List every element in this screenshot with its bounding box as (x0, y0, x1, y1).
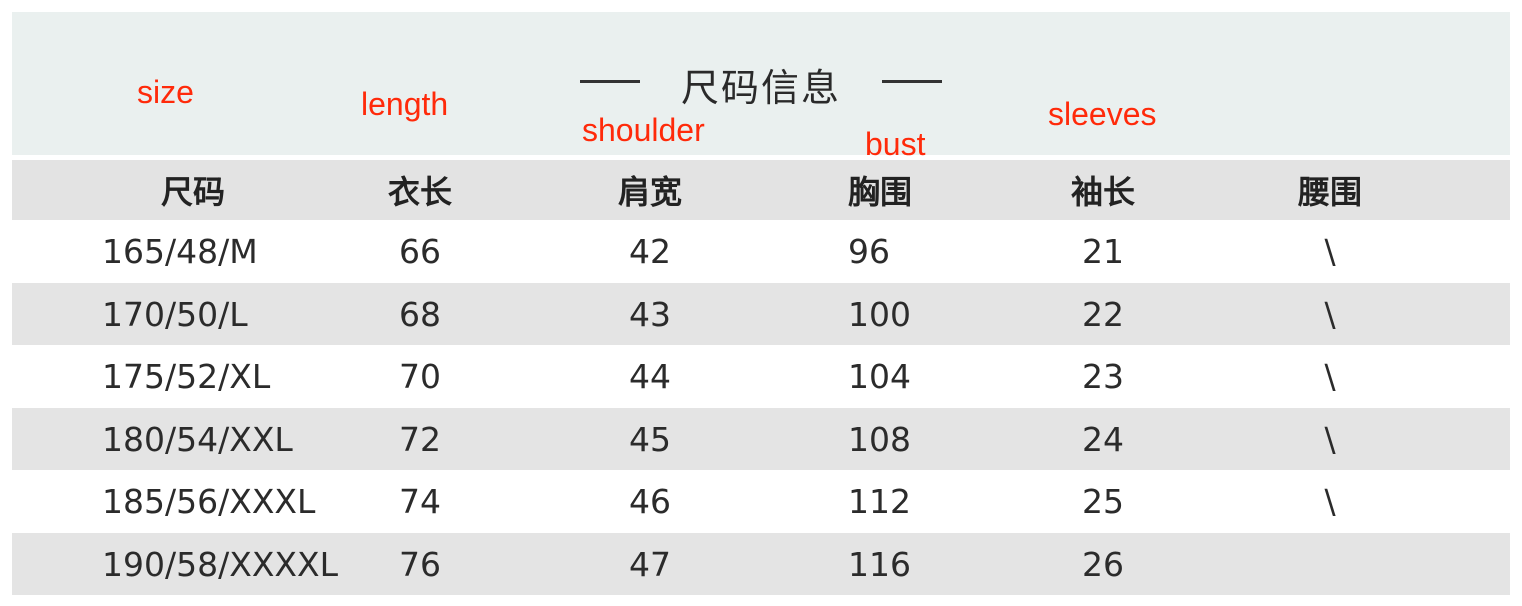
header-bust: 胸围 (847, 173, 912, 211)
cell-waist: \ (1324, 231, 1336, 271)
cell-shoulder: 46 (629, 481, 671, 521)
cell-waist (1230, 533, 1430, 595)
cell-bust: 104 (848, 356, 911, 396)
cell-waist: \ (1324, 294, 1336, 334)
cell-size: 180/54/XXL (102, 419, 293, 459)
table-row: 170/50/L 68 43 100 22 \ (12, 283, 1510, 345)
table-row: 180/54/XXL 72 45 108 24 \ (12, 408, 1510, 470)
cell-length: 76 (399, 544, 441, 584)
cell-sleeves: 24 (1082, 419, 1124, 459)
annotation-length: length (361, 86, 449, 122)
cell-size: 170/50/L (102, 294, 248, 334)
cell-length: 74 (399, 481, 441, 521)
cell-waist: \ (1324, 481, 1336, 521)
cell-size: 185/56/XXXL (102, 481, 316, 521)
cell-sleeves: 21 (1082, 231, 1124, 271)
cell-bust: 116 (848, 544, 911, 584)
cell-size: 175/52/XL (102, 356, 271, 396)
cell-length: 68 (399, 294, 441, 334)
cell-bust: 108 (848, 419, 911, 459)
cell-sleeves: 25 (1082, 481, 1124, 521)
cell-shoulder: 43 (629, 294, 671, 334)
table-row: 185/56/XXXL 74 46 112 25 \ (12, 470, 1510, 532)
cell-length: 66 (399, 231, 441, 271)
cell-bust: 112 (848, 481, 911, 521)
header-length: 衣长 (387, 173, 452, 211)
cell-length: 72 (399, 419, 441, 459)
cell-waist: \ (1324, 356, 1336, 396)
table-row: 175/52/XL 70 44 104 23 \ (12, 345, 1510, 407)
cell-size: 165/48/M (102, 231, 258, 271)
header-row: 尺码 衣长 肩宽 胸围 袖长 腰围 (12, 160, 1510, 220)
cell-sleeves: 26 (1082, 544, 1124, 584)
annotation-shoulder: shoulder (582, 112, 705, 148)
annotation-size: size (137, 74, 194, 110)
cell-shoulder: 47 (629, 544, 671, 584)
annotation-sleeves: sleeves (1048, 96, 1157, 132)
table-row: 190/58/XXXXL 76 47 116 26 (12, 533, 1510, 595)
cell-shoulder: 44 (629, 356, 671, 396)
cell-shoulder: 42 (629, 231, 671, 271)
title-banner (12, 12, 1510, 155)
cell-shoulder: 45 (629, 419, 671, 459)
cell-bust: 100 (848, 294, 911, 334)
header-waist: 腰围 (1297, 173, 1362, 211)
cell-bust: 96 (848, 231, 890, 271)
cell-sleeves: 23 (1082, 356, 1124, 396)
cell-waist: \ (1324, 419, 1336, 459)
header-size: 尺码 (160, 173, 225, 211)
annotation-bust: bust (865, 126, 926, 162)
title-dash-left (580, 80, 640, 83)
cell-sleeves: 22 (1082, 294, 1124, 334)
table-row: 165/48/M 66 42 96 21 \ (12, 220, 1510, 282)
header-shoulder: 肩宽 (617, 173, 682, 211)
cell-size: 190/58/XXXXL (102, 544, 339, 584)
title-dash-right (882, 80, 942, 83)
header-sleeves: 袖长 (1070, 173, 1135, 211)
table-title: 尺码信息 (680, 66, 841, 110)
cell-length: 70 (399, 356, 441, 396)
